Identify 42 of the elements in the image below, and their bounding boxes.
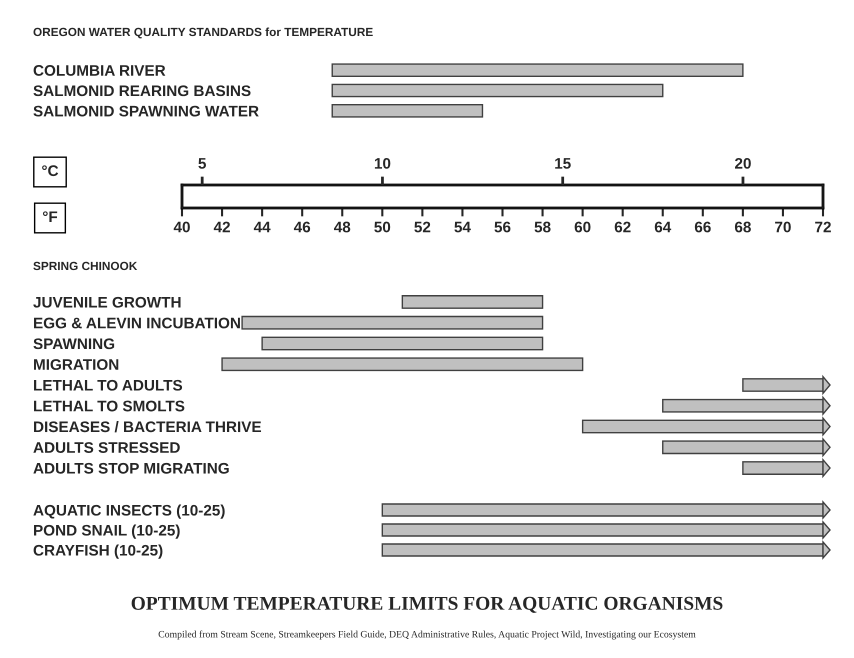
x2-axis-title: °C — [42, 165, 58, 176]
x-tick-label: 42 — [214, 222, 230, 232]
x-tick-label: 46 — [294, 222, 310, 232]
x-tick-label: 44 — [254, 222, 271, 232]
y-tick-label: AQUATIC INSECTS (10-25) — [33, 504, 225, 519]
chart-title: OREGON WATER QUALITY STANDARDS for TEMPERATURE — [33, 28, 373, 38]
y-tick-label: LETHAL TO SMOLTS — [34, 400, 184, 412]
x-tick-label: 68 — [734, 222, 751, 232]
x-tick-label: 58 — [534, 222, 551, 232]
x-tick-label: 40 — [174, 222, 190, 232]
x-axis-title: °F — [42, 211, 58, 222]
y-tick-label: ADULTS STOP MIGRATING — [33, 462, 229, 474]
x-tick-label: 48 — [334, 222, 350, 232]
y-tick-label: LETHAL TO ADULTS — [34, 380, 182, 391]
x-tick-label: 70 — [775, 222, 791, 232]
y-tick-label: JUVENILE GROWTH — [33, 296, 181, 308]
y-tick-label: EGG & ALEVIN INCUBATION — [34, 318, 240, 328]
y-tick-label: CRAYFISH (10-25) — [34, 544, 162, 559]
x-tick-label: 52 — [414, 222, 430, 232]
x-tick-label: 62 — [614, 222, 631, 232]
x2-tick-label: 5 — [198, 158, 206, 169]
y-tick-label: SALMONID REARING BASINS — [33, 85, 251, 96]
y-tick-label: MIGRATION — [34, 359, 118, 370]
x-tick-label: 64 — [654, 222, 672, 232]
x-tick-label: 72 — [815, 222, 831, 232]
x-tick-label: 50 — [374, 222, 390, 232]
y-tick-label: ADULTS STRESSED — [33, 442, 180, 453]
text: Compiled from Stream Scene, Streamkeepers Field Guide, DEQ Administrative Rules, Aquatic Project Wild, Investigating our Ecosystem — [158, 630, 696, 640]
x-tick-label: 54 — [454, 222, 471, 232]
y-tick-label: SALMONID SPAWNING WATER — [33, 106, 259, 117]
text: OPTIMUM TEMPERATURE LIMITS FOR AQUATIC ORGANISMS — [132, 596, 722, 613]
y-tick-label: SPAWNING — [33, 338, 114, 350]
x-tick-label: 56 — [494, 222, 510, 232]
x-tick-label: 60 — [574, 222, 590, 232]
x-tick-label: 66 — [694, 222, 711, 232]
x2-tick-label: 15 — [555, 158, 571, 169]
x2-tick-label: 20 — [735, 158, 751, 169]
text: SPRING CHINOOK — [33, 262, 138, 270]
y-tick-label: COLUMBIA RIVER — [34, 65, 166, 76]
y-tick-label: DISEASES / BACTERIA THRIVE — [34, 420, 262, 432]
x2-tick-label: 10 — [374, 158, 390, 169]
y-tick-label: POND SNAIL (10-25) — [34, 524, 180, 539]
